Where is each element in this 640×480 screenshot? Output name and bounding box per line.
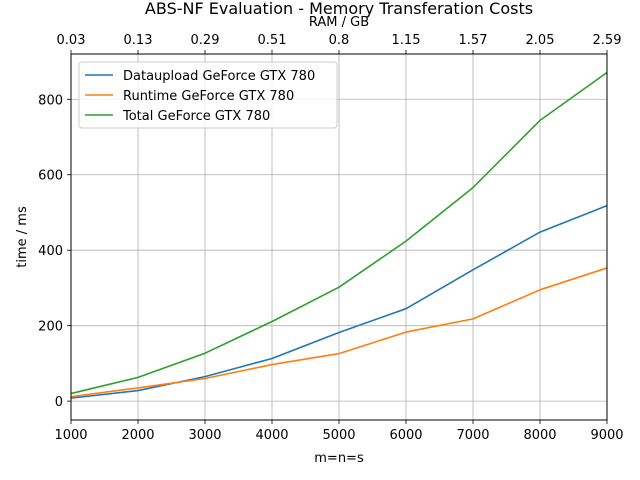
- top-tick-label: 1.57: [459, 33, 488, 48]
- top-tick-label: 0.03: [57, 33, 86, 48]
- x-tick-label: 7000: [456, 428, 489, 443]
- legend-label: Dataupload GeForce GTX 780: [123, 69, 315, 84]
- axis-ticks: 10000.0320000.1330000.2940000.5150000.86…: [38, 33, 623, 443]
- legend-entry: Total GeForce GTX 780: [85, 109, 270, 124]
- x-tick-label: 2000: [121, 428, 154, 443]
- top-axis-title: RAM / GB: [309, 15, 369, 30]
- top-tick-label: 2.59: [593, 33, 622, 48]
- x-tick-label: 8000: [523, 428, 556, 443]
- x-tick-label: 1000: [54, 428, 87, 443]
- x-tick-label: 6000: [389, 428, 422, 443]
- top-tick-label: 2.05: [526, 33, 555, 48]
- y-tick-label: 0: [55, 395, 63, 410]
- x-tick-label: 3000: [188, 428, 221, 443]
- y-tick-label: 200: [38, 320, 63, 335]
- top-tick-label: 0.8: [329, 33, 350, 48]
- top-tick-label: 0.13: [124, 33, 153, 48]
- series-lines: [70, 71, 608, 399]
- y-axis-title: time / ms: [15, 206, 30, 268]
- y-tick-label: 600: [38, 169, 63, 184]
- top-tick-label: 0.29: [191, 33, 220, 48]
- legend-entry: Dataupload GeForce GTX 780: [85, 69, 315, 84]
- y-tick-label: 800: [38, 93, 63, 108]
- top-tick-label: 1.15: [392, 33, 421, 48]
- top-tick-label: 0.51: [258, 33, 287, 48]
- legend-label: Runtime GeForce GTX 780: [123, 89, 294, 104]
- x-tick-label: 9000: [590, 428, 623, 443]
- series-line: [70, 71, 608, 395]
- legend: Dataupload GeForce GTX 780 Runtime GeFor…: [78, 61, 338, 129]
- x-tick-label: 5000: [322, 428, 355, 443]
- x-axis-title: m=n=s: [314, 451, 364, 466]
- legend-entry: Runtime GeForce GTX 780: [85, 89, 294, 104]
- legend-box: [78, 61, 338, 129]
- series-line: [70, 204, 608, 399]
- chart-title: ABS-NF Evaluation - Memory Transferation…: [145, 0, 533, 18]
- legend-label: Total GeForce GTX 780: [122, 109, 270, 124]
- y-tick-label: 400: [38, 244, 63, 259]
- x-tick-label: 4000: [255, 428, 288, 443]
- series-line: [70, 267, 608, 398]
